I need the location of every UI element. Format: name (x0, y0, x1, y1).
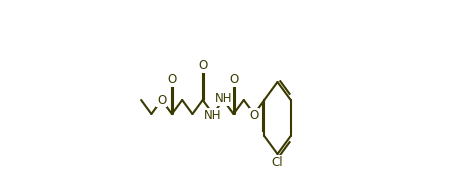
Text: O: O (157, 93, 166, 106)
Text: O: O (167, 73, 176, 86)
Text: O: O (198, 59, 207, 72)
Text: NH: NH (204, 109, 222, 122)
Text: NH: NH (214, 93, 232, 105)
Text: Cl: Cl (272, 156, 283, 169)
Text: O: O (250, 109, 259, 122)
Text: O: O (229, 73, 238, 86)
